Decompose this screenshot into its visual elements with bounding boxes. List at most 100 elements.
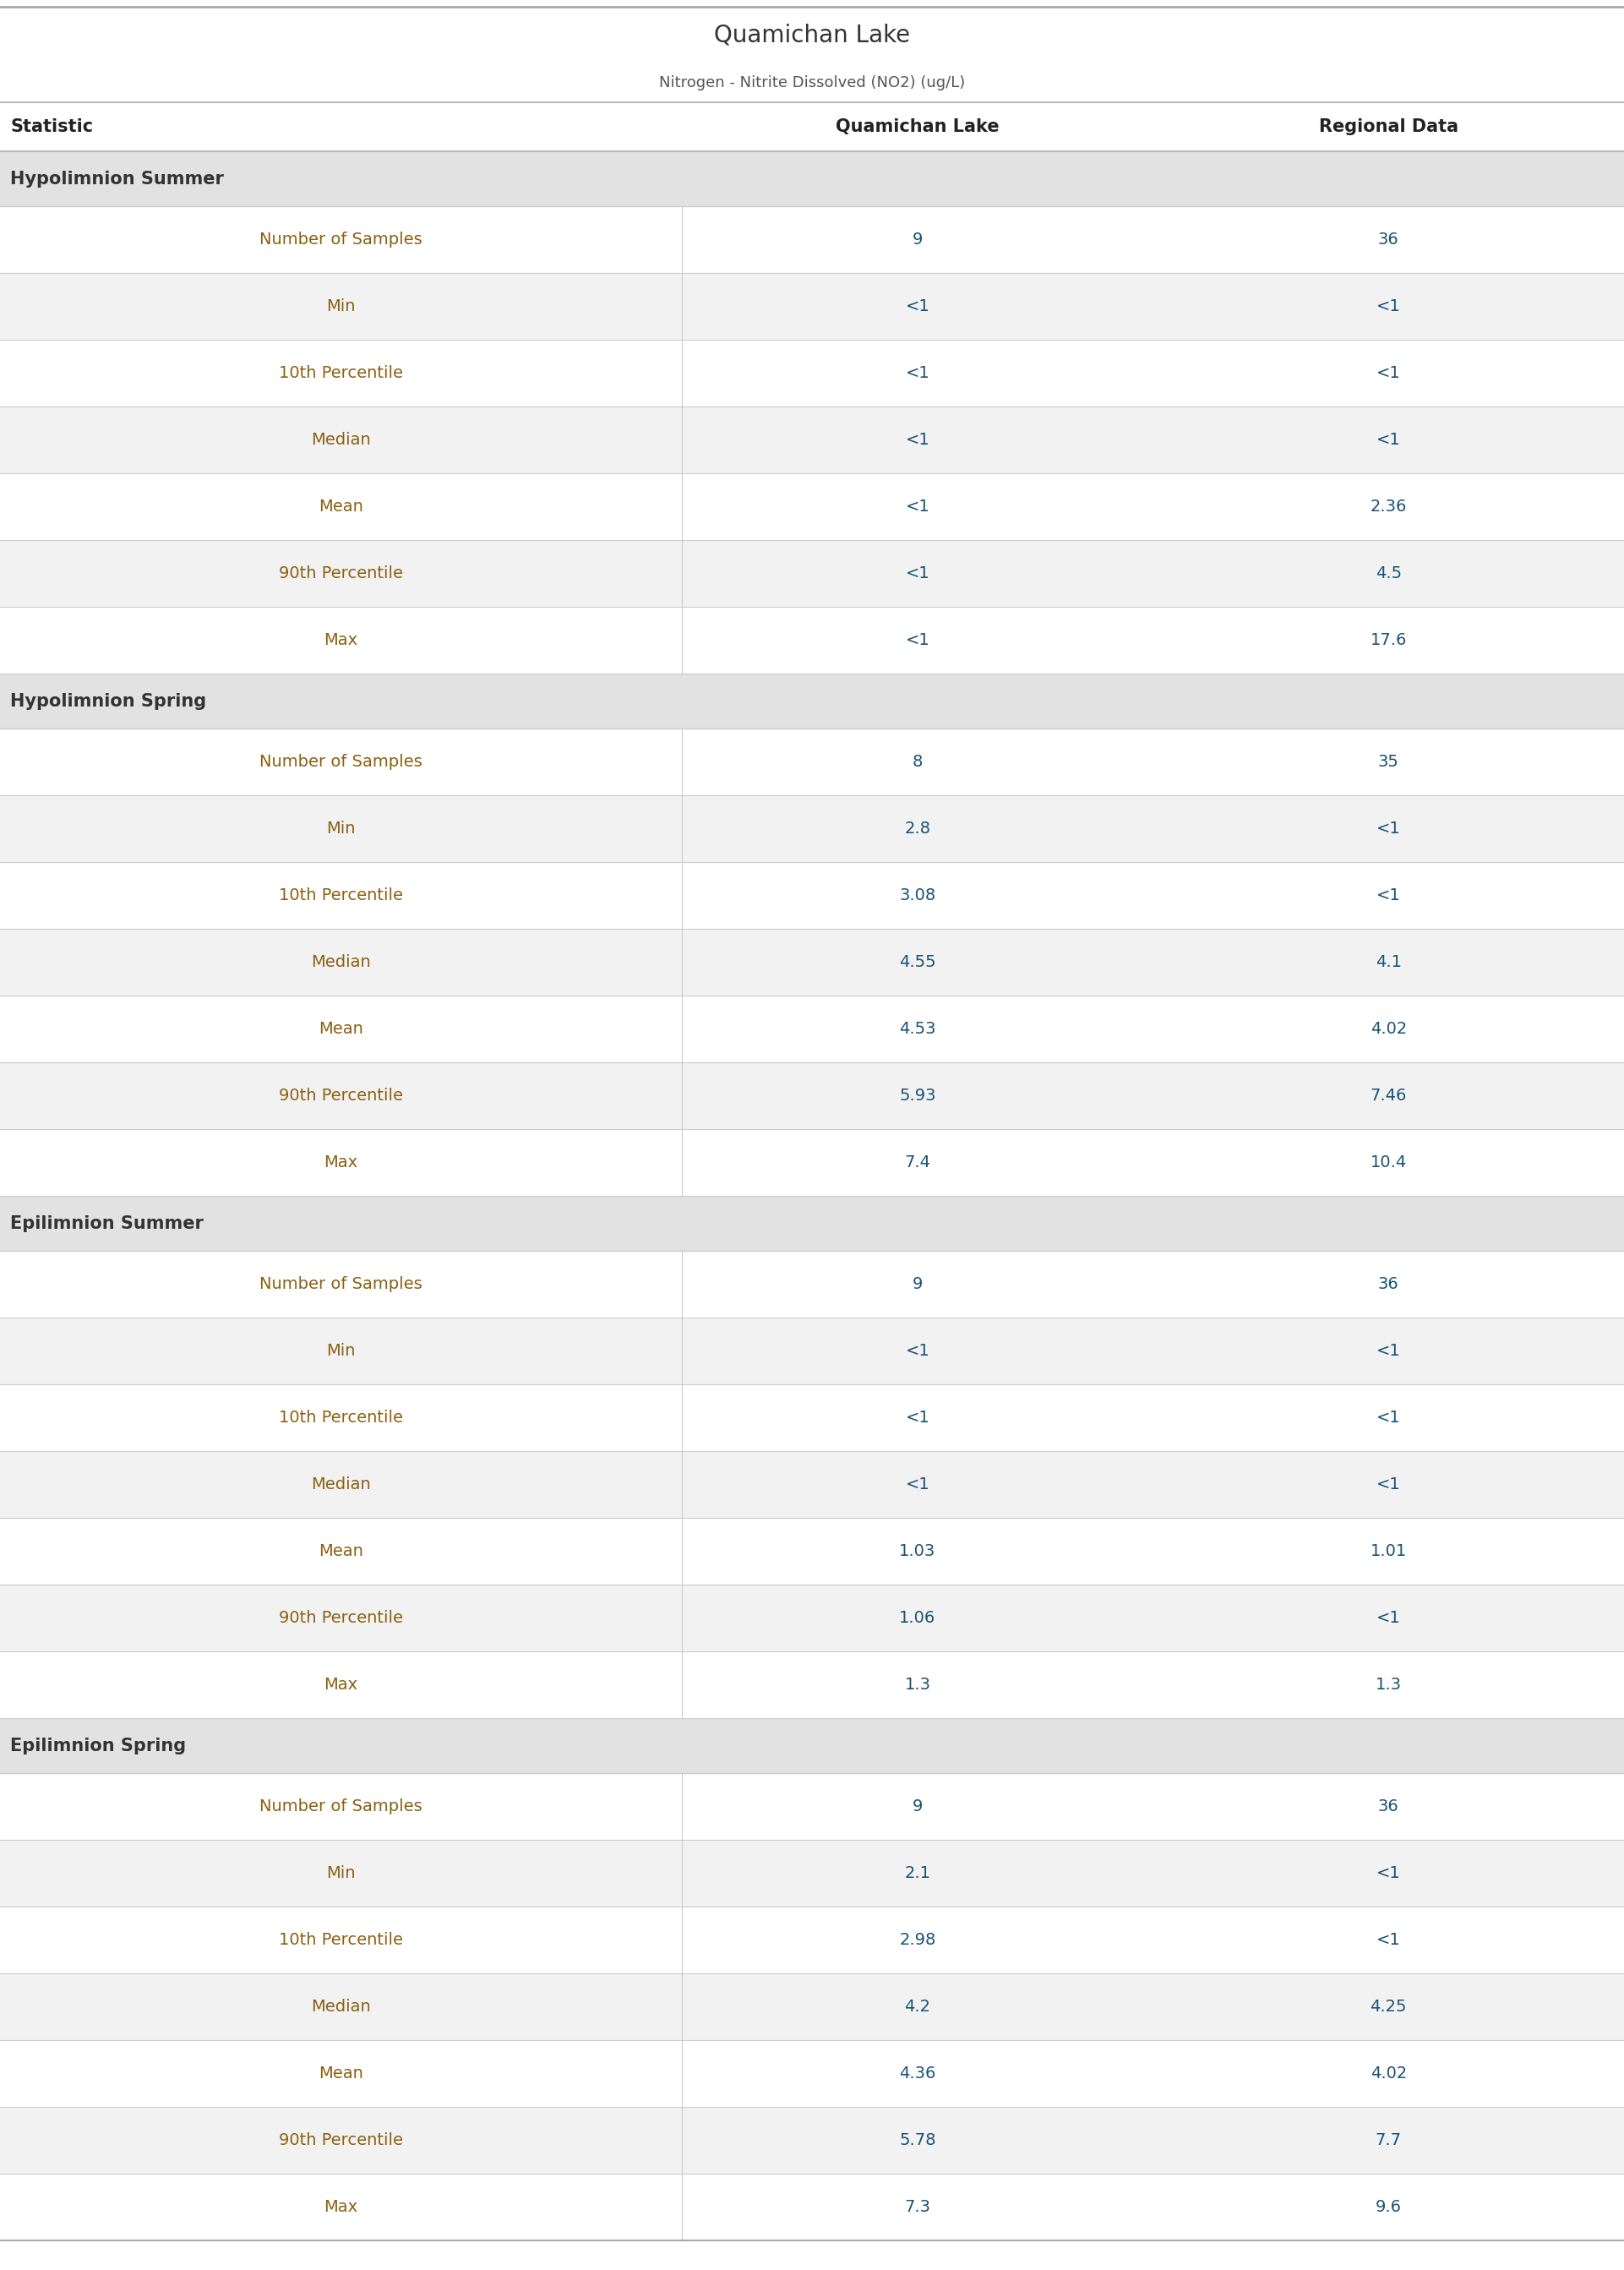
Bar — [0, 1317, 1624, 1385]
Bar — [0, 1196, 1624, 1251]
Text: 2.8: 2.8 — [905, 822, 931, 838]
Text: 90th Percentile: 90th Percentile — [279, 565, 403, 581]
Bar — [0, 1128, 1624, 1196]
Text: 1.3: 1.3 — [1376, 1678, 1402, 1693]
Text: 35: 35 — [1379, 754, 1398, 770]
Text: 36: 36 — [1379, 1276, 1398, 1292]
Text: <1: <1 — [1377, 365, 1400, 381]
Text: Hypolimnion Summer: Hypolimnion Summer — [10, 170, 224, 186]
Text: 4.25: 4.25 — [1371, 1998, 1406, 2016]
Bar — [0, 1907, 1624, 1973]
Text: <1: <1 — [1377, 1344, 1400, 1360]
Text: <1: <1 — [906, 631, 929, 649]
Text: 90th Percentile: 90th Percentile — [279, 1609, 403, 1625]
Text: <1: <1 — [1377, 297, 1400, 313]
Text: Quamichan Lake: Quamichan Lake — [715, 23, 909, 48]
Text: Number of Samples: Number of Samples — [260, 754, 422, 770]
Bar — [0, 2041, 1624, 2107]
Text: 3.08: 3.08 — [900, 888, 935, 903]
Text: 9: 9 — [913, 1276, 922, 1292]
Bar — [0, 207, 1624, 272]
Bar — [0, 1718, 1624, 1773]
Text: Max: Max — [325, 631, 357, 649]
Bar — [0, 1251, 1624, 1317]
Text: <1: <1 — [906, 431, 929, 447]
Text: 1.03: 1.03 — [900, 1544, 935, 1559]
Bar — [0, 1519, 1624, 1584]
Text: 7.3: 7.3 — [905, 2200, 931, 2216]
Bar — [0, 1973, 1624, 2041]
Text: 4.55: 4.55 — [900, 953, 935, 969]
Text: Epilimnion Summer: Epilimnion Summer — [10, 1214, 203, 1233]
Text: 2.1: 2.1 — [905, 1866, 931, 1882]
Text: 5.93: 5.93 — [900, 1087, 935, 1103]
Text: <1: <1 — [1377, 822, 1400, 838]
Bar — [0, 102, 1624, 152]
Bar — [0, 540, 1624, 606]
Bar — [0, 340, 1624, 406]
Text: 7.4: 7.4 — [905, 1155, 931, 1171]
Text: 4.02: 4.02 — [1371, 1022, 1406, 1037]
Text: Quamichan Lake: Quamichan Lake — [836, 118, 999, 136]
Bar — [0, 152, 1624, 207]
Text: <1: <1 — [906, 1344, 929, 1360]
Text: <1: <1 — [1377, 1476, 1400, 1491]
Text: 9: 9 — [913, 232, 922, 247]
Bar — [0, 729, 1624, 794]
Text: Number of Samples: Number of Samples — [260, 1276, 422, 1292]
Text: 90th Percentile: 90th Percentile — [279, 1087, 403, 1103]
Text: 7.7: 7.7 — [1376, 2132, 1402, 2147]
Text: Nitrogen - Nitrite Dissolved (NO2) (ug/L): Nitrogen - Nitrite Dissolved (NO2) (ug/L… — [659, 75, 965, 91]
Text: 36: 36 — [1379, 232, 1398, 247]
Text: <1: <1 — [906, 565, 929, 581]
Text: 4.53: 4.53 — [900, 1022, 935, 1037]
Text: <1: <1 — [1377, 888, 1400, 903]
Text: <1: <1 — [906, 1410, 929, 1426]
Text: Median: Median — [312, 1998, 370, 2016]
Text: <1: <1 — [1377, 1866, 1400, 1882]
Text: 4.1: 4.1 — [1376, 953, 1402, 969]
Bar — [0, 1839, 1624, 1907]
Text: Min: Min — [326, 1344, 356, 1360]
Text: Mean: Mean — [318, 499, 364, 515]
Text: 10th Percentile: 10th Percentile — [279, 1410, 403, 1426]
Text: 5.78: 5.78 — [900, 2132, 935, 2147]
Text: Number of Samples: Number of Samples — [260, 1798, 422, 1814]
Bar — [0, 406, 1624, 472]
Text: <1: <1 — [906, 499, 929, 515]
Text: Max: Max — [325, 1678, 357, 1693]
Text: Median: Median — [312, 1476, 370, 1491]
Bar — [0, 2107, 1624, 2175]
Text: 10th Percentile: 10th Percentile — [279, 365, 403, 381]
Text: 9.6: 9.6 — [1376, 2200, 1402, 2216]
Text: Median: Median — [312, 953, 370, 969]
Text: 7.46: 7.46 — [1371, 1087, 1406, 1103]
Text: 1.3: 1.3 — [905, 1678, 931, 1693]
Bar — [0, 997, 1624, 1062]
Text: Min: Min — [326, 297, 356, 313]
Text: <1: <1 — [1377, 1932, 1400, 1948]
Text: 10.4: 10.4 — [1371, 1155, 1406, 1171]
Text: <1: <1 — [1377, 431, 1400, 447]
Text: 4.5: 4.5 — [1376, 565, 1402, 581]
Text: Statistic: Statistic — [10, 118, 93, 136]
Text: <1: <1 — [906, 297, 929, 313]
Text: 10th Percentile: 10th Percentile — [279, 888, 403, 903]
Text: 2.98: 2.98 — [900, 1932, 935, 1948]
Bar — [0, 606, 1624, 674]
Bar — [0, 1062, 1624, 1128]
Text: Min: Min — [326, 822, 356, 838]
Bar — [0, 674, 1624, 729]
Text: 17.6: 17.6 — [1371, 631, 1406, 649]
Text: Min: Min — [326, 1866, 356, 1882]
Text: 1.01: 1.01 — [1371, 1544, 1406, 1559]
Text: 4.2: 4.2 — [905, 1998, 931, 2016]
Bar — [0, 1773, 1624, 1839]
Text: 8: 8 — [913, 754, 922, 770]
Text: 90th Percentile: 90th Percentile — [279, 2132, 403, 2147]
Text: <1: <1 — [906, 1476, 929, 1491]
Bar — [0, 1650, 1624, 1718]
Text: Epilimnion Spring: Epilimnion Spring — [10, 1737, 187, 1755]
Text: Max: Max — [325, 2200, 357, 2216]
Text: Number of Samples: Number of Samples — [260, 232, 422, 247]
